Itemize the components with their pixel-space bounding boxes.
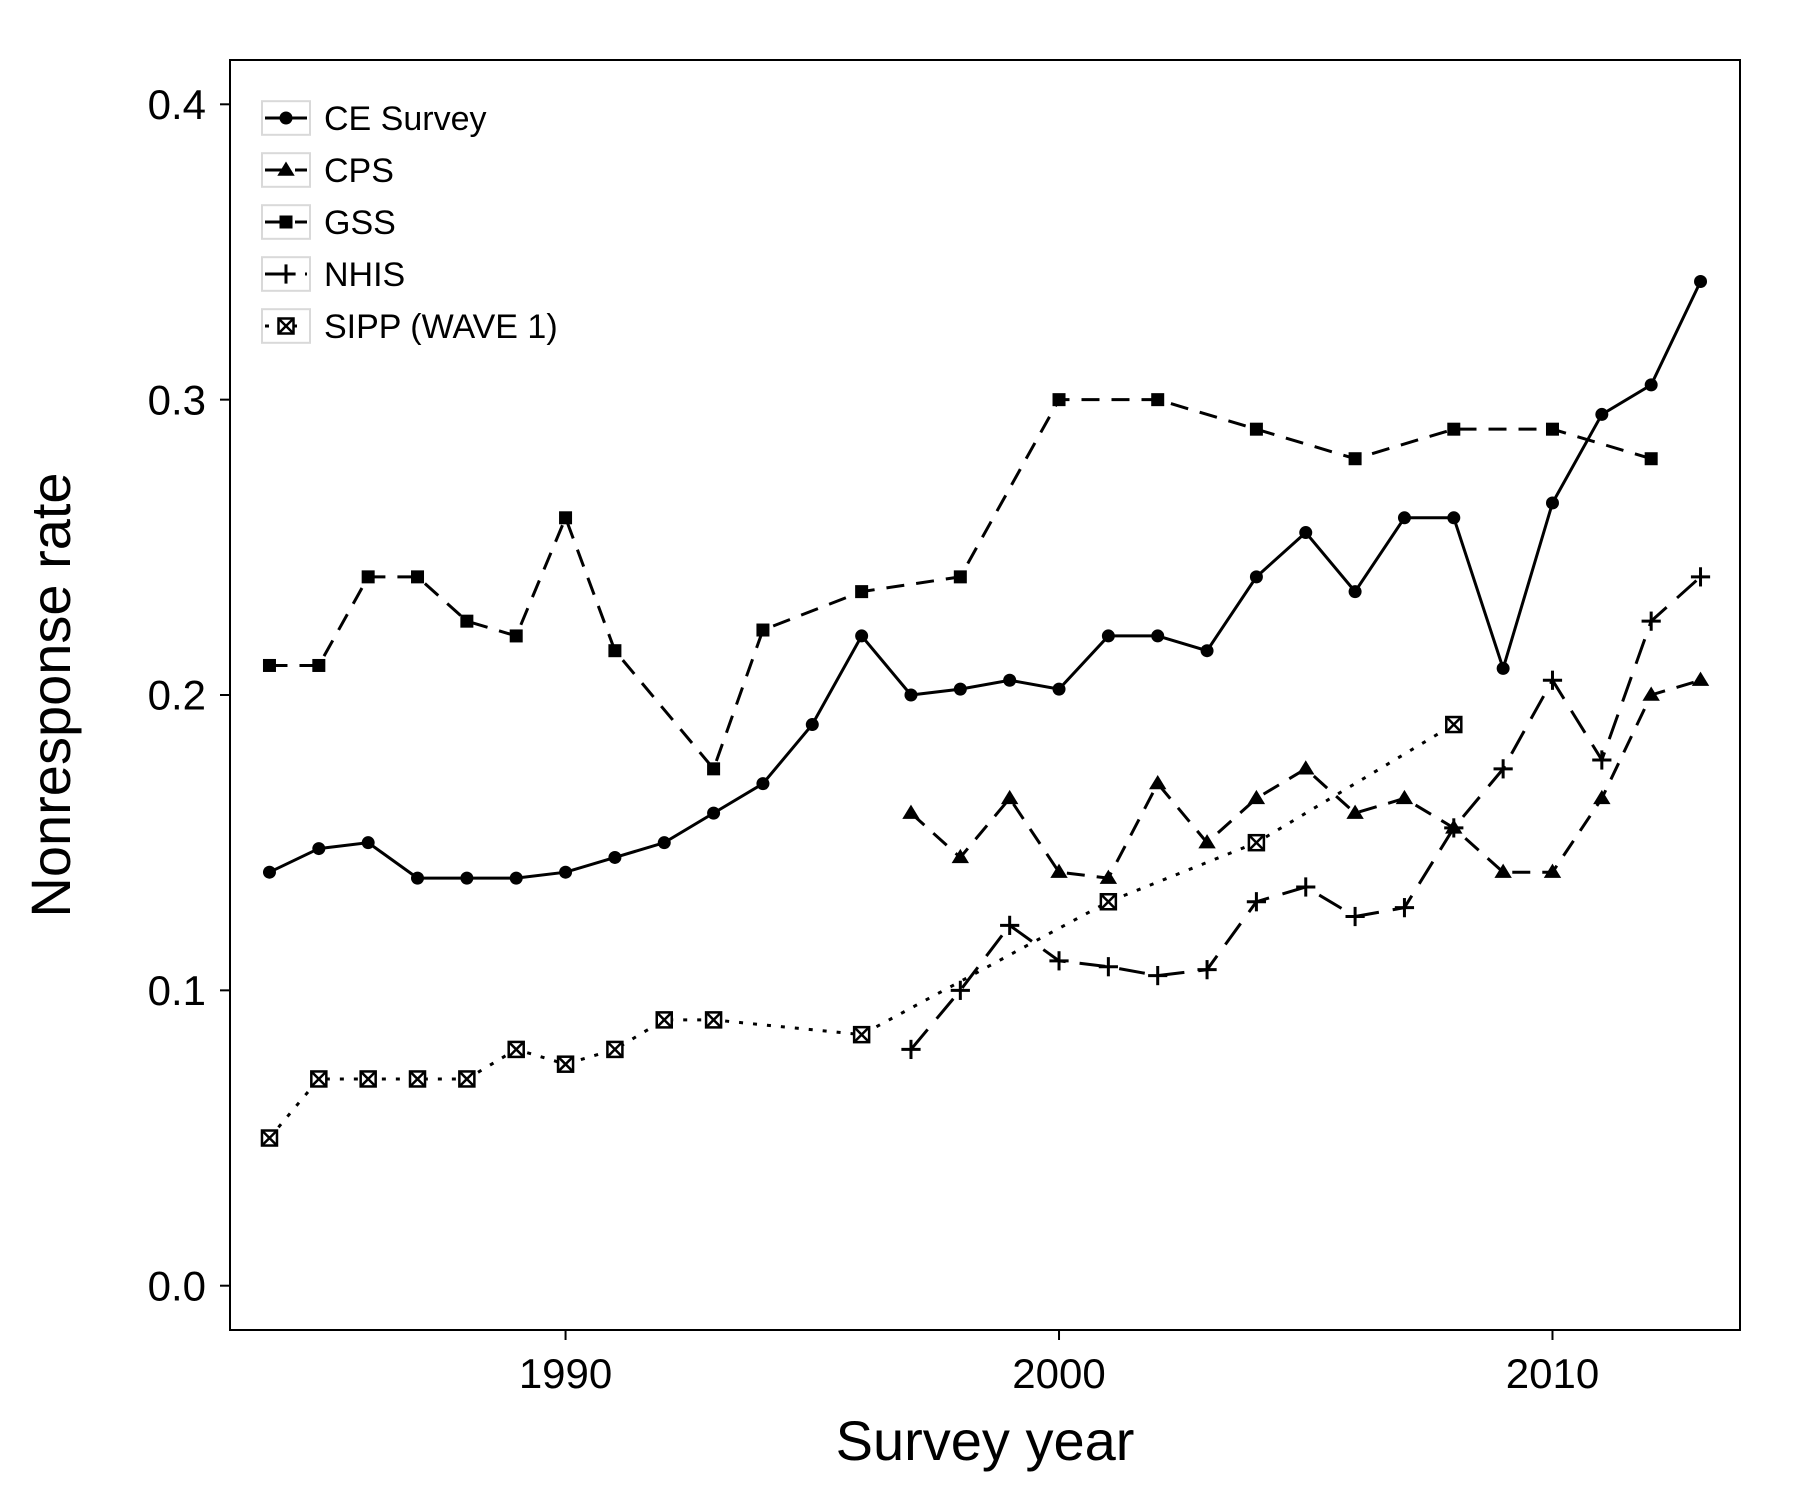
nonresponse-rate-chart: 1990 2000 2010 0.0 0.1 0.2 0.3 0.4 Survey year No… bbox=[0, 0, 1800, 1500]
legend-item-label: CE Survey bbox=[324, 100, 487, 138]
legend-item-label: SIPP (WAVE 1) bbox=[324, 308, 558, 346]
x-tick-label: 2010 bbox=[1506, 1350, 1599, 1397]
y-tick-label: 0.2 bbox=[148, 672, 206, 719]
y-tick-label: 0.3 bbox=[148, 376, 206, 423]
x-tick-label: 2000 bbox=[1012, 1350, 1105, 1397]
legend-item-label: CPS bbox=[324, 152, 394, 190]
x-tick-label: 1990 bbox=[519, 1350, 612, 1397]
y-tick-label: 0.4 bbox=[148, 81, 206, 128]
y-tick-label: 0.0 bbox=[148, 1262, 206, 1309]
chart-container: 1990 2000 2010 0.0 0.1 0.2 0.3 0.4 Survey year No… bbox=[0, 0, 1800, 1500]
legend-item-label: NHIS bbox=[324, 256, 405, 294]
legend-item-label: GSS bbox=[324, 204, 396, 242]
x-axis-label: Survey year bbox=[836, 1409, 1135, 1472]
y-axis-label: Nonresponse rate bbox=[19, 472, 82, 917]
y-tick-label: 0.1 bbox=[148, 967, 206, 1014]
